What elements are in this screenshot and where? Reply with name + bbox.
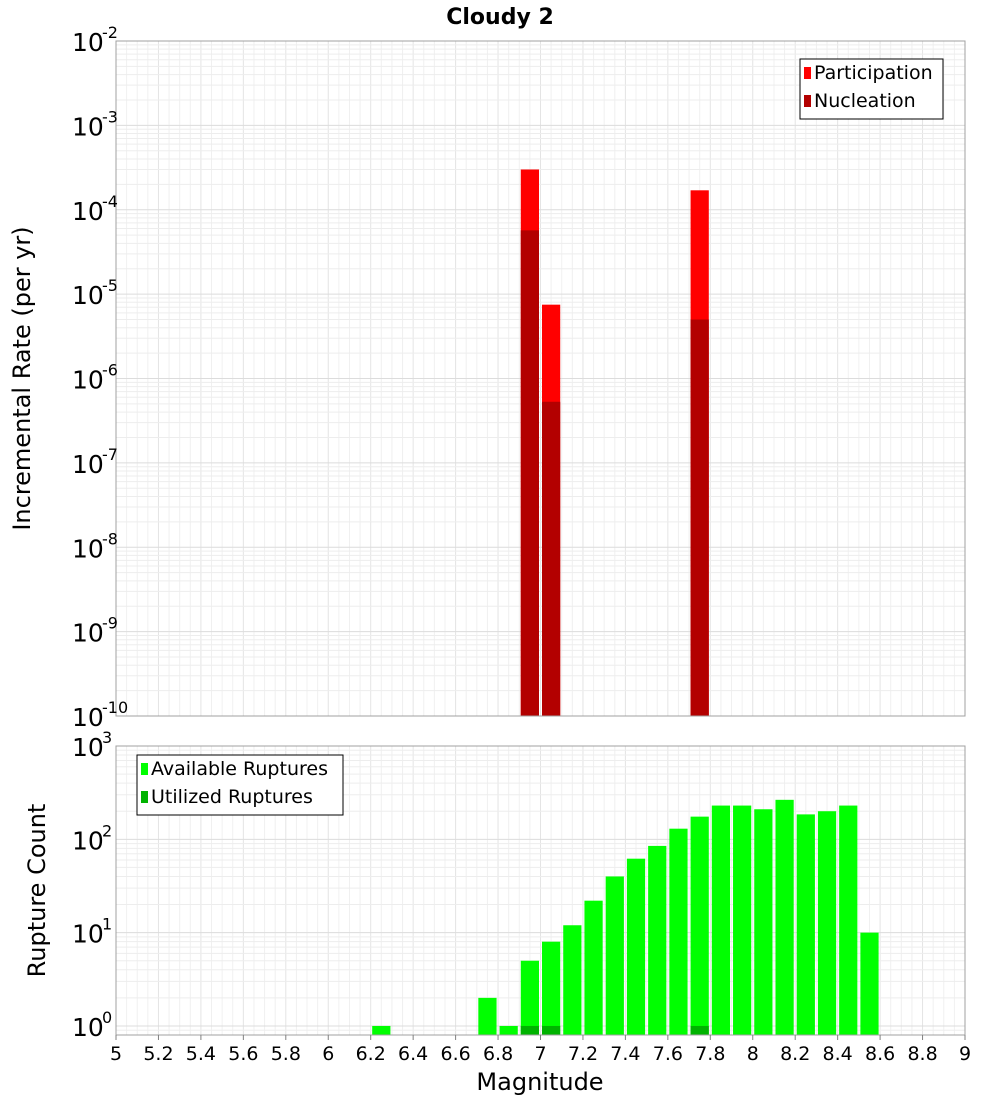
x-tick-label: 8 xyxy=(747,1043,759,1065)
count-legend: Available Ruptures Utilized Ruptures xyxy=(137,755,343,815)
rate-y-tick-exponent: -3 xyxy=(102,107,118,126)
rate-y-tick-label: 10 xyxy=(72,28,104,57)
count-bar-available-ruptures xyxy=(839,806,857,1035)
rate-legend-label: Participation xyxy=(814,62,933,84)
x-tick-label: 7.6 xyxy=(653,1043,683,1065)
count-bar-utilized-ruptures xyxy=(521,1026,539,1035)
count-y-axis-label: Rupture Count xyxy=(23,804,51,978)
count-bar-available-ruptures xyxy=(563,925,581,1035)
count-bar-available-ruptures xyxy=(712,806,730,1035)
count-legend-label: Available Ruptures xyxy=(151,758,328,780)
rate-y-tick-exponent: -6 xyxy=(102,361,118,380)
count-y-tick-label: 10 xyxy=(72,920,104,949)
x-tick-label: 8.8 xyxy=(907,1043,937,1065)
count-bar-available-ruptures xyxy=(669,829,687,1035)
count-bar-available-ruptures xyxy=(818,811,836,1035)
x-tick-label: 5.8 xyxy=(271,1043,301,1065)
x-tick-label: 9 xyxy=(959,1043,971,1065)
x-tick-label: 7.4 xyxy=(610,1043,640,1065)
count-bar-available-ruptures xyxy=(500,1026,518,1035)
x-tick-label: 5 xyxy=(110,1043,122,1065)
rate-legend-swatch xyxy=(804,67,811,79)
count-y-tick-exponent: 1 xyxy=(102,915,112,934)
x-tick-label: 7.2 xyxy=(568,1043,598,1065)
rate-panel: 10-210-310-410-510-610-710-810-910-10 In… xyxy=(8,23,965,732)
x-tick-label: 7 xyxy=(534,1043,546,1065)
count-bar-available-ruptures xyxy=(478,998,496,1035)
x-tick-label: 6.2 xyxy=(356,1043,386,1065)
rate-y-tick-label: 10 xyxy=(72,703,104,732)
rate-legend-label: Nucleation xyxy=(814,90,916,112)
count-bar-available-ruptures xyxy=(606,876,624,1035)
count-bar-utilized-ruptures xyxy=(542,1026,560,1035)
x-axis-label: Magnitude xyxy=(476,1068,603,1096)
rate-y-tick-exponent: -9 xyxy=(102,614,118,633)
count-y-tick-exponent: 0 xyxy=(102,1008,112,1027)
count-bar-available-ruptures xyxy=(372,1026,390,1035)
count-y-tick-exponent: 2 xyxy=(102,821,112,840)
rate-y-tick-exponent: -7 xyxy=(102,445,118,464)
x-tick-label: 6.6 xyxy=(440,1043,470,1065)
count-y-tick-label: 10 xyxy=(72,733,104,762)
x-tick-label: 6 xyxy=(322,1043,334,1065)
count-bar-available-ruptures xyxy=(754,809,772,1035)
rate-y-tick-label: 10 xyxy=(72,534,104,563)
rate-bar-nucleation xyxy=(691,320,709,716)
x-tick-label: 8.2 xyxy=(780,1043,810,1065)
count-y-tick-label: 10 xyxy=(72,1013,104,1042)
rate-y-tick-label: 10 xyxy=(72,619,104,648)
count-bar-available-ruptures xyxy=(797,814,815,1035)
count-bar-utilized-ruptures xyxy=(691,1026,709,1035)
x-tick-label: 5.2 xyxy=(143,1043,173,1065)
count-bar-available-ruptures xyxy=(584,901,602,1035)
x-axis-ticks: 5 5.2 5.4 5.6 5.8 6 6.2 6.4 6.6 6.8 7 7.2 7.4 7.6 7.8 8… xyxy=(110,1035,971,1065)
rate-y-tick-exponent: -8 xyxy=(102,529,118,548)
x-tick-label: 6.8 xyxy=(483,1043,513,1065)
rate-y-tick-label: 10 xyxy=(72,450,104,479)
count-bar-available-ruptures xyxy=(627,859,645,1035)
count-legend-swatch xyxy=(141,791,148,803)
rate-y-tick-exponent: -5 xyxy=(102,276,118,295)
rate-y-tick-label: 10 xyxy=(72,281,104,310)
rate-y-axis-label: Incremental Rate (per yr) xyxy=(8,226,36,530)
count-y-tick-exponent: 3 xyxy=(102,728,112,747)
chart-title: Cloudy 2 xyxy=(446,5,554,30)
x-tick-label: 8.6 xyxy=(865,1043,895,1065)
rate-legend: Participation Nucleation xyxy=(800,59,943,119)
x-tick-label: 7.8 xyxy=(695,1043,725,1065)
count-y-tick-label: 10 xyxy=(72,826,104,855)
count-bar-available-ruptures xyxy=(775,800,793,1035)
count-bar-available-ruptures xyxy=(648,846,666,1035)
rate-legend-swatch xyxy=(804,95,811,107)
count-legend-label: Utilized Ruptures xyxy=(151,786,313,808)
rate-y-tick-exponent: -2 xyxy=(102,23,118,42)
count-bar-available-ruptures xyxy=(733,806,751,1035)
rate-y-tick-label: 10 xyxy=(72,197,104,226)
rate-y-tick-label: 10 xyxy=(72,366,104,395)
x-tick-label: 5.6 xyxy=(228,1043,258,1065)
rate-grid xyxy=(116,41,965,716)
rate-bar-nucleation xyxy=(542,402,560,716)
x-tick-label: 5.4 xyxy=(186,1043,216,1065)
count-bar-available-ruptures xyxy=(542,942,560,1035)
rate-y-tick-label: 10 xyxy=(72,112,104,141)
count-bar-available-ruptures xyxy=(691,817,709,1035)
count-legend-swatch xyxy=(141,763,148,775)
count-bar-available-ruptures xyxy=(521,961,539,1035)
rate-bar-nucleation xyxy=(521,230,539,716)
count-bar-available-ruptures xyxy=(860,933,878,1035)
x-tick-label: 6.4 xyxy=(398,1043,428,1065)
x-tick-label: 8.4 xyxy=(823,1043,853,1065)
rate-y-tick-exponent: -4 xyxy=(102,192,118,211)
rate-y-tick-exponent: -10 xyxy=(102,698,128,717)
